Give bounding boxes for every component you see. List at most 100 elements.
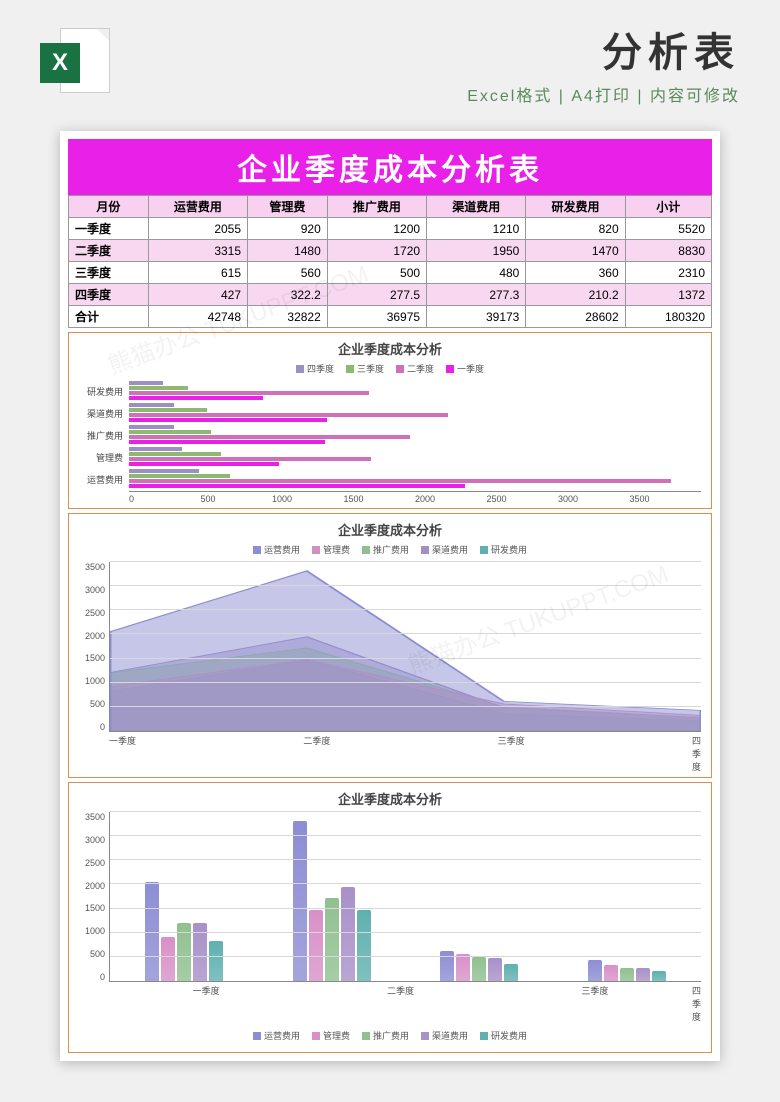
y-tick: 1500 — [79, 903, 105, 913]
col-title: 企业季度成本分析 — [79, 789, 701, 808]
page-subtitle: Excel格式 | A4打印 | 内容可修改 — [130, 82, 740, 106]
table-cell: 277.5 — [327, 284, 426, 306]
hbar-bar — [129, 469, 199, 473]
legend-item: 管理费 — [312, 1029, 350, 1042]
area-title: 企业季度成本分析 — [79, 520, 701, 539]
title-block: 分析表 Excel格式 | A4打印 | 内容可修改 — [130, 20, 740, 106]
table-header-cell: 运营费用 — [148, 196, 247, 218]
hbar-row: 渠道费用 — [79, 403, 701, 422]
col-bar — [341, 887, 355, 981]
hbar-bar — [129, 386, 188, 390]
col-bar — [604, 965, 618, 981]
legend-item: 运营费用 — [253, 1029, 300, 1042]
legend-item: 四季度 — [296, 362, 334, 375]
x-tick: 3500 — [630, 494, 702, 504]
table-cell: 5520 — [625, 218, 711, 240]
x-tick: 2500 — [487, 494, 559, 504]
legend-item: 推广费用 — [362, 543, 409, 556]
table-cell: 210.2 — [526, 284, 625, 306]
col-y-axis: 0500100015002000250030003500 — [79, 812, 109, 982]
top-bar: X 分析表 Excel格式 | A4打印 | 内容可修改 — [0, 0, 780, 121]
hbar-category-label: 渠道费用 — [79, 403, 129, 420]
column-chart: 企业季度成本分析 0500100015002000250030003500 一季… — [68, 782, 712, 1053]
hbar-bar — [129, 430, 211, 434]
hbar-title: 企业季度成本分析 — [79, 339, 701, 358]
hbar-row: 推广费用 — [79, 425, 701, 444]
hbar-bar — [129, 452, 221, 456]
legend-item: 研发费用 — [480, 1029, 527, 1042]
table-row: 四季度427322.2277.5277.3210.21372 — [69, 284, 712, 306]
hbar-bar — [129, 440, 325, 444]
table-cell: 1470 — [526, 240, 625, 262]
col-legend: 运营费用管理费推广费用渠道费用研发费用 — [79, 1029, 701, 1042]
y-tick: 2500 — [79, 608, 105, 618]
table-header-cell: 管理费 — [248, 196, 328, 218]
col-bar — [652, 971, 666, 981]
hbar-bar — [129, 413, 448, 417]
x-tick: 四季度 — [692, 734, 701, 773]
table-cell: 500 — [327, 262, 426, 284]
col-bar — [209, 941, 223, 981]
y-tick: 0 — [79, 722, 105, 732]
table-cell: 360 — [526, 262, 625, 284]
hbar-bar — [129, 457, 371, 461]
legend-item: 三季度 — [346, 362, 384, 375]
table-cell: 480 — [427, 262, 526, 284]
hbar-bar — [129, 474, 230, 478]
table-row: 合计4274832822369753917328602180320 — [69, 306, 712, 328]
hbar-category-label: 管理费 — [79, 447, 129, 464]
area-legend: 运营费用管理费推广费用渠道费用研发费用 — [79, 543, 701, 556]
y-tick: 1500 — [79, 653, 105, 663]
table-cell: 820 — [526, 218, 625, 240]
hbar-bar — [129, 479, 671, 483]
y-tick: 1000 — [79, 926, 105, 936]
hbar-chart: 企业季度成本分析 四季度三季度二季度一季度 研发费用渠道费用推广费用管理费运营费… — [68, 332, 712, 509]
table-cell: 1720 — [327, 240, 426, 262]
col-bar — [357, 910, 371, 981]
col-bar — [488, 958, 502, 981]
x-tick: 1000 — [272, 494, 344, 504]
table-cell: 615 — [148, 262, 247, 284]
x-tick: 二季度 — [303, 734, 497, 773]
legend-item: 推广费用 — [362, 1029, 409, 1042]
table-cell: 36975 — [327, 306, 426, 328]
hbar-row: 管理费 — [79, 447, 701, 466]
col-bar — [293, 821, 307, 981]
table-cell: 1480 — [248, 240, 328, 262]
table-cell: 二季度 — [69, 240, 149, 262]
x-tick: 三季度 — [498, 734, 692, 773]
table-cell: 427 — [148, 284, 247, 306]
hbar-row: 研发费用 — [79, 381, 701, 400]
table-cell: 1950 — [427, 240, 526, 262]
hbar-x-axis: 0500100015002000250030003500 — [129, 491, 701, 504]
hbar-category-label: 推广费用 — [79, 425, 129, 442]
table-cell: 2310 — [625, 262, 711, 284]
hbar-bar — [129, 403, 174, 407]
table-cell: 180320 — [625, 306, 711, 328]
y-tick: 2000 — [79, 881, 105, 891]
table-cell: 920 — [248, 218, 328, 240]
hbar-bar — [129, 381, 163, 385]
y-tick: 500 — [79, 949, 105, 959]
table-header-cell: 研发费用 — [526, 196, 625, 218]
x-tick: 三季度 — [498, 984, 692, 1023]
x-tick: 3000 — [558, 494, 630, 504]
y-tick: 2000 — [79, 631, 105, 641]
legend-item: 二季度 — [396, 362, 434, 375]
col-x-axis: 一季度二季度三季度四季度 — [109, 982, 701, 1023]
col-bar — [456, 954, 470, 981]
table-cell: 1372 — [625, 284, 711, 306]
y-tick: 2500 — [79, 858, 105, 868]
hbar-bar — [129, 425, 174, 429]
table-header-cell: 月份 — [69, 196, 149, 218]
hbar-row: 运营费用 — [79, 469, 701, 488]
table-header-cell: 渠道费用 — [427, 196, 526, 218]
col-bar — [309, 910, 323, 981]
legend-item: 运营费用 — [253, 543, 300, 556]
table-cell: 8830 — [625, 240, 711, 262]
y-tick: 3000 — [79, 585, 105, 595]
col-bar — [161, 937, 175, 981]
table-cell: 39173 — [427, 306, 526, 328]
area-plot — [109, 562, 701, 732]
table-cell: 1210 — [427, 218, 526, 240]
